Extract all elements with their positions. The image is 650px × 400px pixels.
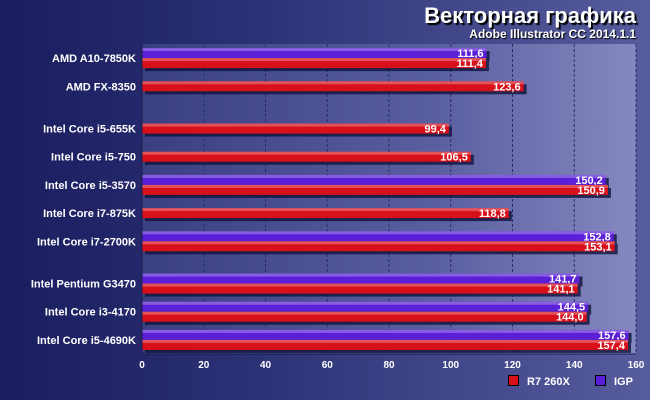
bar-highlight (142, 283, 578, 287)
data-label-igp: 141,7 (549, 274, 577, 286)
bar-igp (142, 48, 487, 59)
x-tick-label: 60 (322, 360, 334, 371)
data-label-r7: 150,9 (577, 185, 605, 197)
legend-label-igp: IGP (614, 376, 633, 388)
data-label-igp: 157,6 (598, 330, 626, 342)
bar-highlight (142, 241, 615, 245)
data-label-igp: 111,6 (457, 48, 483, 60)
data-label-igp: 144,5 (558, 302, 586, 314)
data-label-r7: 153,1 (584, 241, 612, 253)
bar-igp (142, 174, 606, 185)
chart-subtitle: Adobe Illustrator CC 2014.1.1 (469, 27, 636, 41)
bar-highlight (142, 329, 629, 333)
category-label: Intel Core i7-875K (43, 208, 136, 220)
bar-highlight (142, 151, 471, 155)
chart-title: Векторная графика (424, 3, 636, 28)
bar-r7 (142, 58, 486, 69)
bar-r7 (142, 241, 615, 252)
x-tick-label: 80 (383, 360, 395, 371)
legend-item-igp: IGP (595, 375, 633, 388)
bar-highlight (142, 81, 524, 85)
data-label-r7: 99,4 (424, 124, 446, 136)
bar-r7 (142, 151, 471, 162)
bar-highlight (142, 301, 589, 305)
bar-igp (142, 329, 629, 340)
bar-highlight (142, 174, 606, 178)
category-label: Intel Core i3-4170 (45, 307, 136, 319)
data-label-r7: 118,8 (479, 208, 506, 220)
data-label-igp: 150,2 (575, 175, 603, 187)
bar-highlight (142, 184, 608, 188)
bar-highlight (142, 273, 580, 277)
bar-r7 (142, 339, 628, 350)
bar-highlight (142, 311, 587, 315)
x-tick-label: 140 (566, 360, 583, 371)
category-label: Intel Core i7-2700K (37, 236, 136, 248)
bar-highlight (142, 231, 614, 235)
data-label-r7: 144,0 (556, 312, 584, 324)
data-label-r7: 106,5 (440, 152, 468, 164)
x-tick-label: 0 (139, 360, 145, 371)
category-label: Intel Core i5-4690K (37, 335, 136, 347)
bar-igp (142, 273, 580, 284)
legend-swatch-igp (595, 375, 606, 386)
bar-r7 (142, 81, 524, 92)
bar-highlight (142, 339, 628, 343)
x-tick-label: 40 (260, 360, 272, 371)
category-label: AMD A10-7850K (52, 53, 136, 65)
bar-highlight (142, 123, 449, 127)
data-label-r7: 111,4 (457, 58, 484, 70)
bar-igp (142, 231, 614, 242)
data-label-r7: 123,6 (493, 81, 521, 93)
x-tick-label: 160 (628, 360, 645, 371)
category-label: Intel Core i5-750 (51, 152, 136, 164)
data-label-r7: 157,4 (597, 340, 625, 352)
category-label: Intel Pentium G3470 (31, 279, 136, 291)
bar-r7 (142, 184, 608, 195)
category-label: Intel Core i5-3570 (45, 180, 136, 192)
bar-r7 (142, 208, 509, 219)
bar-highlight (142, 208, 509, 212)
category-label: AMD FX-8350 (66, 81, 136, 93)
x-tick-label: 120 (504, 360, 521, 371)
data-label-igp: 152,8 (583, 231, 611, 243)
bar-igp (142, 301, 589, 312)
bar-r7 (142, 311, 587, 322)
legend-label-r7: R7 260X (527, 376, 570, 388)
data-label-r7: 141,1 (547, 284, 575, 296)
bar-r7 (142, 283, 578, 294)
bar-highlight (142, 48, 487, 52)
bar-highlight (142, 58, 486, 62)
x-tick-label: 100 (442, 360, 459, 371)
legend-item-r7: R7 260X (508, 375, 570, 388)
category-label: Intel Core i5-655K (43, 124, 136, 136)
legend-swatch-r7 (508, 375, 519, 386)
bar-r7 (142, 123, 449, 134)
x-tick-label: 20 (198, 360, 210, 371)
